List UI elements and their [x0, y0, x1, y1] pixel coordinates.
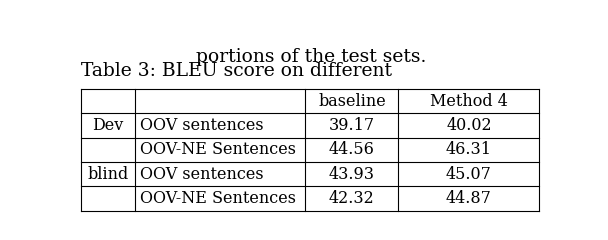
Text: 43.93: 43.93: [329, 166, 375, 183]
Text: OOV sentences: OOV sentences: [140, 117, 263, 134]
Text: Dev: Dev: [92, 117, 123, 134]
Text: OOV-NE Sentences: OOV-NE Sentences: [140, 190, 295, 207]
Text: Method 4: Method 4: [430, 93, 508, 109]
Text: 39.17: 39.17: [329, 117, 375, 134]
Text: portions of the test sets.: portions of the test sets.: [196, 48, 427, 66]
Text: 44.87: 44.87: [446, 190, 492, 207]
Text: OOV sentences: OOV sentences: [140, 166, 263, 183]
Text: Table 3: BLEU score on different: Table 3: BLEU score on different: [81, 62, 392, 80]
Text: OOV-NE Sentences: OOV-NE Sentences: [140, 141, 295, 158]
Text: 42.32: 42.32: [329, 190, 375, 207]
Text: 46.31: 46.31: [446, 141, 492, 158]
Text: 45.07: 45.07: [446, 166, 492, 183]
Text: 44.56: 44.56: [329, 141, 375, 158]
Text: baseline: baseline: [318, 93, 385, 109]
Text: blind: blind: [87, 166, 128, 183]
Text: 40.02: 40.02: [446, 117, 492, 134]
